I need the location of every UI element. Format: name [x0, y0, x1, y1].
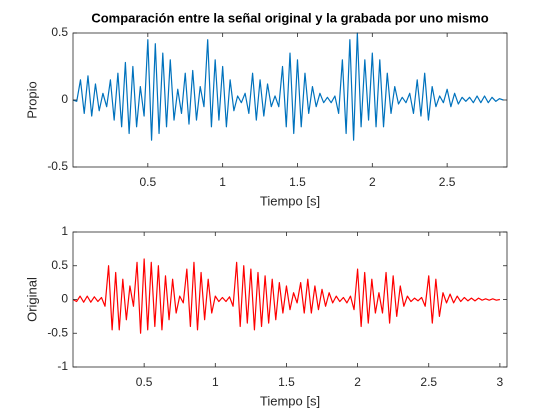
y-axis-label: Propio	[24, 81, 39, 119]
y-tick-label: -0.5	[47, 159, 68, 173]
y-tick-label: 1	[61, 224, 68, 238]
y-tick-label: 0.5	[51, 25, 68, 39]
y-axis-label: Original	[24, 277, 39, 322]
x-tick-label: 0.5	[136, 375, 153, 389]
x-axis-label: Tiempo [s]	[260, 193, 320, 208]
y-tick-label: 0.5	[51, 258, 68, 272]
chart-title: Comparación entre la señal original y la…	[91, 10, 488, 25]
x-tick-label: 0.5	[139, 175, 156, 189]
y-tick-label: -0.5	[47, 325, 68, 339]
x-tick-label: 1	[212, 375, 219, 389]
x-tick-label: 2	[369, 175, 376, 189]
x-tick-label: 1.5	[278, 375, 295, 389]
x-tick-label: 1	[219, 175, 226, 189]
x-axis-label: Tiempo [s]	[260, 393, 320, 408]
waveform	[72, 32, 504, 141]
y-tick-label: -1	[57, 359, 68, 373]
x-tick-label: 2.5	[439, 175, 456, 189]
y-tick-label: 0	[61, 92, 68, 106]
waveform	[72, 258, 501, 334]
y-tick-label: 0	[61, 292, 68, 306]
x-tick-label: 1.5	[289, 175, 306, 189]
x-tick-label: 2.5	[420, 375, 437, 389]
x-tick-label: 3	[497, 375, 504, 389]
x-tick-label: 2	[354, 375, 361, 389]
